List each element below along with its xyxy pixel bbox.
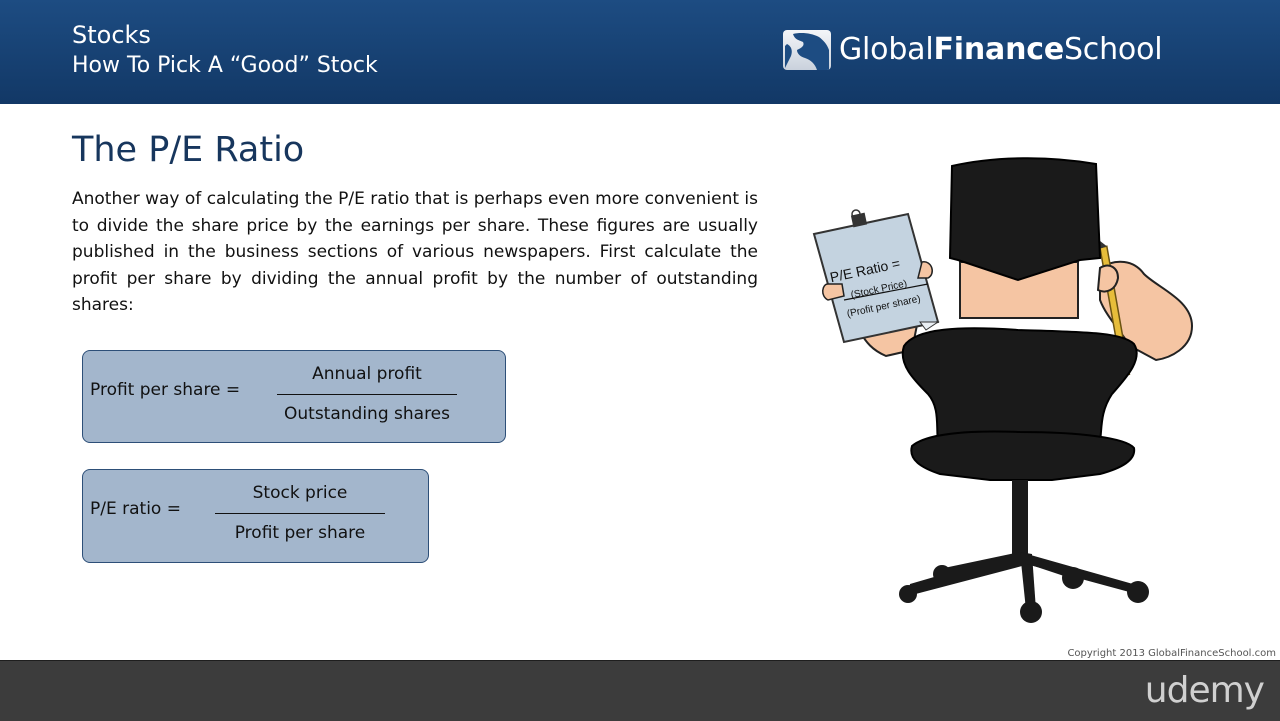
body-paragraph: Another way of calculating the P/E ratio… (72, 189, 758, 315)
formula-numerator: Annual profit (312, 364, 422, 384)
formula-lhs: Profit per share = (90, 380, 241, 400)
chair-caster (1020, 601, 1042, 623)
profit-per-share-formula: Profit per share = Annual profit Outstan… (82, 350, 506, 443)
chair-caster (899, 585, 917, 603)
udemy-logo: udemy (1144, 670, 1265, 711)
lesson-title: How To Pick A “Good” Stock (72, 53, 378, 78)
header-titles: Stocks How To Pick A “Good” Stock (72, 20, 378, 81)
person-in-chair-illustration: P/E Ratio = (Stock Price) (Profit per sh… (812, 157, 1194, 623)
chair-caster (933, 565, 951, 583)
pe-ratio-formula: P/E ratio = Stock price Profit per share (82, 469, 429, 563)
fraction-bar (215, 513, 385, 514)
course-title: Stocks (72, 21, 151, 49)
formula-lhs: P/E ratio = (90, 499, 181, 519)
chair-caster (1062, 567, 1084, 589)
footer-bar (0, 660, 1280, 721)
brand-name: GlobalFinanceSchool (839, 32, 1163, 67)
formula-denominator: Outstanding shares (284, 404, 450, 424)
fraction-bar (277, 394, 457, 395)
clip-icon (850, 212, 868, 228)
formula-denominator: Profit per share (234, 523, 366, 543)
globe-logo-icon (783, 30, 831, 70)
formula-fraction: Stock price Profit per share (215, 482, 385, 544)
header-bar: Stocks How To Pick A “Good” Stock Global… (0, 0, 1280, 104)
slide-title: The P/E Ratio (72, 130, 305, 170)
chair-caster (1127, 581, 1149, 603)
formula-numerator: Stock price (252, 483, 348, 503)
formula-fraction: Annual profit Outstanding shares (277, 363, 457, 425)
copyright-notice: Copyright 2013 GlobalFinanceSchool.com (1067, 648, 1276, 659)
clipboard: P/E Ratio = (Stock Price) (Profit per sh… (812, 209, 940, 344)
